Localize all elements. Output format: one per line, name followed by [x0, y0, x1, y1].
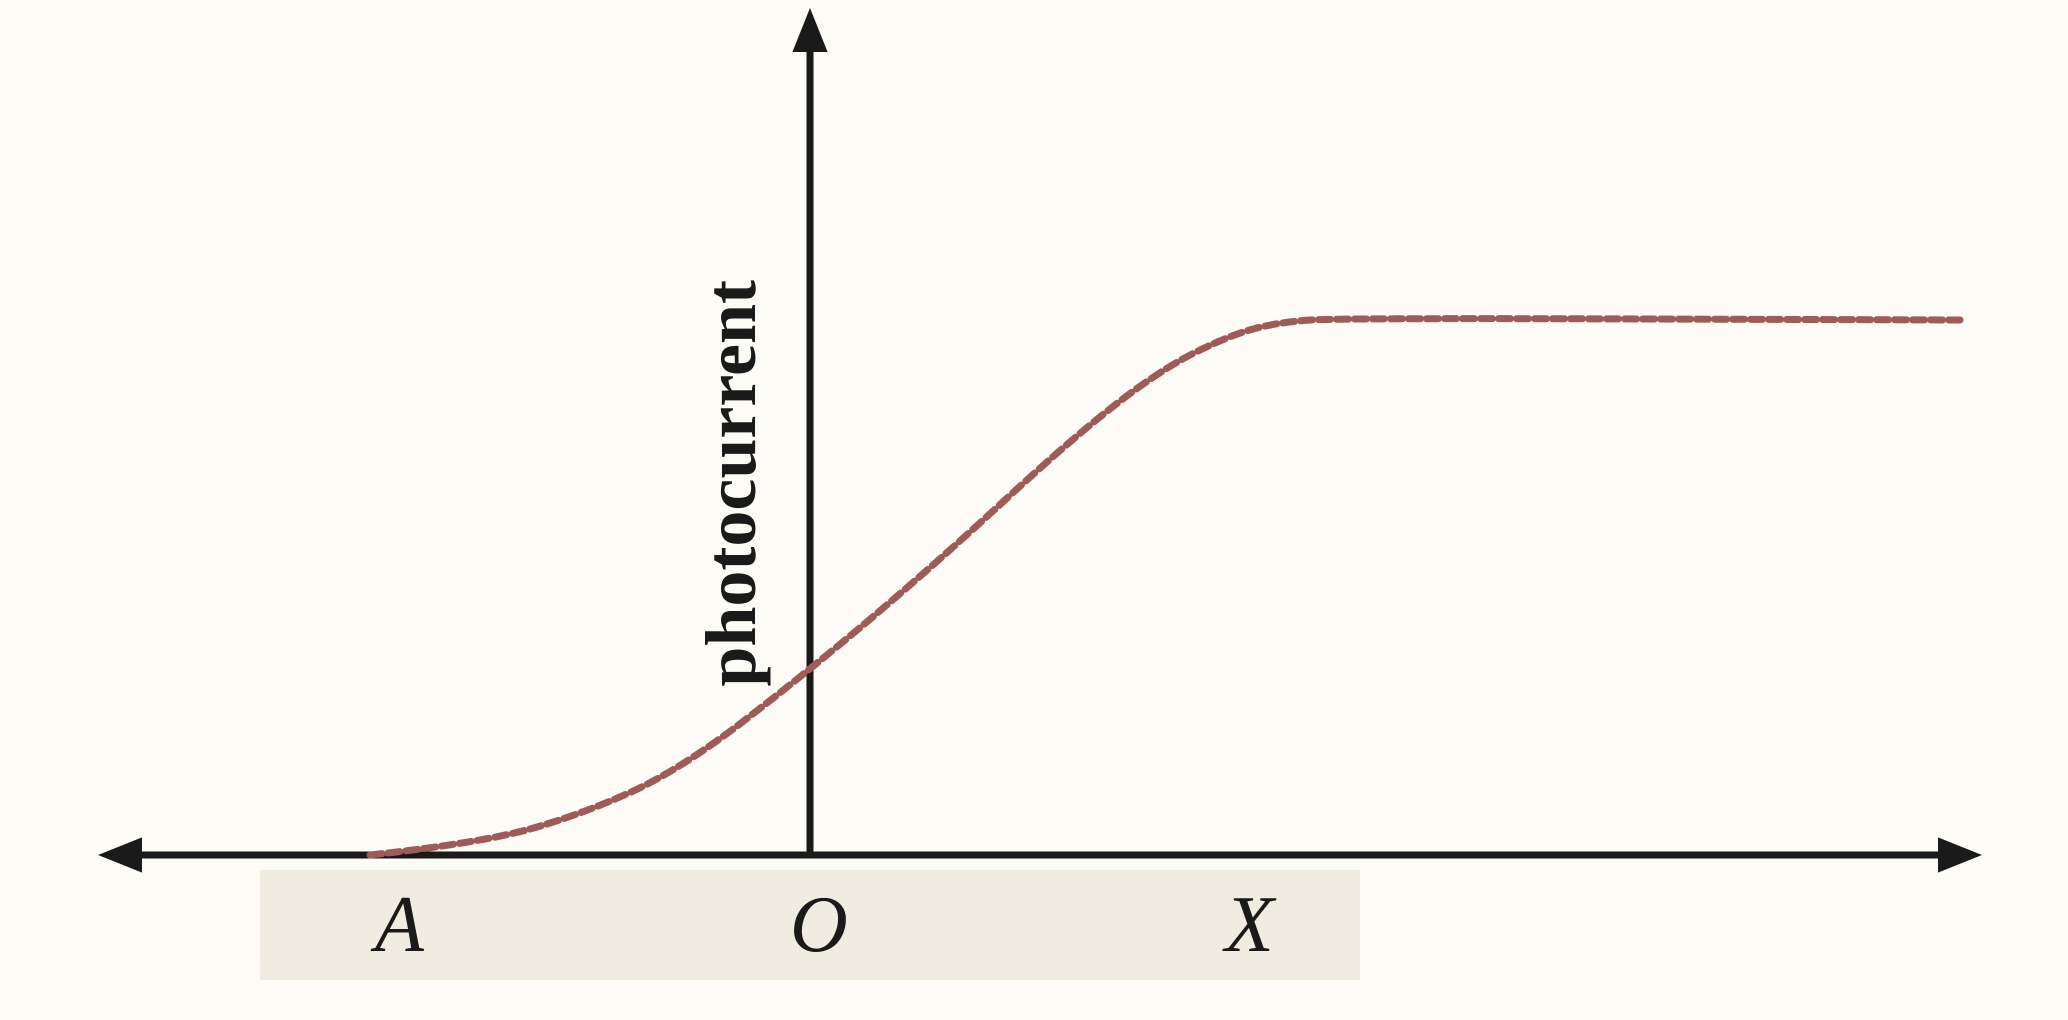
photocurrent-chart: photocurrent A O X — [0, 0, 2068, 1015]
x-axis-label-a: A — [375, 880, 424, 971]
x-axis-label-o: O — [790, 880, 848, 971]
y-axis-label: photocurrent — [690, 280, 773, 687]
chart-svg — [0, 0, 2068, 1015]
x-axis-label-x: X — [1225, 880, 1274, 971]
